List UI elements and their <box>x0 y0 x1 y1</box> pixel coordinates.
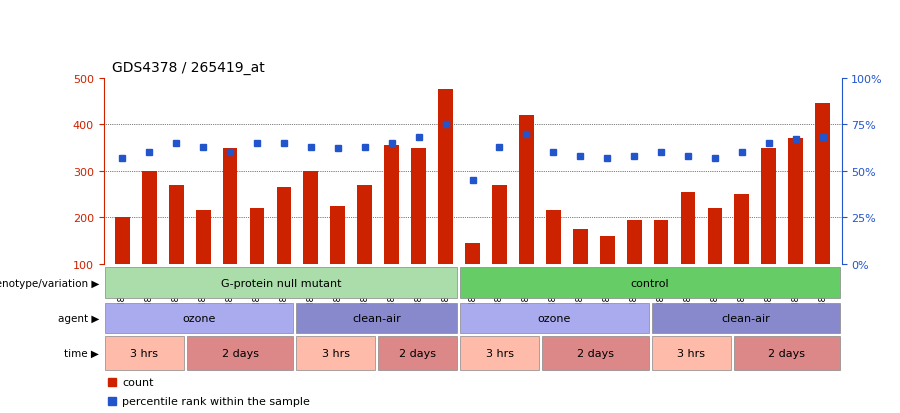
Text: count: count <box>122 377 153 387</box>
FancyBboxPatch shape <box>105 336 184 370</box>
Text: clean-air: clean-air <box>353 313 401 323</box>
FancyBboxPatch shape <box>105 268 457 298</box>
FancyBboxPatch shape <box>296 336 375 370</box>
Bar <box>411 148 426 264</box>
FancyBboxPatch shape <box>461 336 539 370</box>
FancyBboxPatch shape <box>461 303 649 333</box>
FancyBboxPatch shape <box>652 303 840 333</box>
FancyBboxPatch shape <box>187 336 293 370</box>
Bar <box>680 192 696 264</box>
Text: 3 hrs: 3 hrs <box>130 348 158 358</box>
Text: 2 days: 2 days <box>577 348 614 358</box>
Bar <box>115 218 130 264</box>
Text: 2 days: 2 days <box>221 348 258 358</box>
FancyBboxPatch shape <box>543 336 649 370</box>
Text: 3 hrs: 3 hrs <box>677 348 706 358</box>
Text: ozone: ozone <box>183 313 216 323</box>
Bar <box>465 243 480 264</box>
Bar <box>546 211 561 264</box>
Bar <box>815 104 830 264</box>
Text: genotype/variation ▶: genotype/variation ▶ <box>0 278 99 288</box>
Text: 3 hrs: 3 hrs <box>486 348 514 358</box>
Bar <box>196 211 211 264</box>
Text: GDS4378 / 265419_at: GDS4378 / 265419_at <box>112 60 266 74</box>
Text: control: control <box>631 278 670 288</box>
Bar <box>599 236 615 264</box>
Bar <box>734 195 750 264</box>
Bar <box>626 220 642 264</box>
Text: time ▶: time ▶ <box>64 348 99 358</box>
Text: ozone: ozone <box>538 313 572 323</box>
Text: agent ▶: agent ▶ <box>58 313 99 323</box>
Text: clean-air: clean-air <box>722 313 770 323</box>
Bar <box>222 148 238 264</box>
Bar <box>492 185 507 264</box>
Bar <box>438 90 453 264</box>
Bar <box>384 146 399 264</box>
Bar <box>572 230 588 264</box>
Bar <box>788 139 803 264</box>
Text: G-protein null mutant: G-protein null mutant <box>220 278 341 288</box>
FancyBboxPatch shape <box>379 336 457 370</box>
FancyBboxPatch shape <box>652 336 731 370</box>
Bar <box>276 188 292 264</box>
Bar <box>249 209 265 264</box>
FancyBboxPatch shape <box>296 303 457 333</box>
Bar <box>653 220 669 264</box>
FancyBboxPatch shape <box>734 336 840 370</box>
Bar <box>707 209 723 264</box>
FancyBboxPatch shape <box>461 268 840 298</box>
Text: 3 hrs: 3 hrs <box>322 348 350 358</box>
Bar <box>357 185 373 264</box>
Bar <box>303 171 319 264</box>
FancyBboxPatch shape <box>105 303 293 333</box>
Text: 2 days: 2 days <box>400 348 436 358</box>
Text: 2 days: 2 days <box>769 348 806 358</box>
Bar <box>519 116 534 264</box>
Bar <box>330 206 346 264</box>
Bar <box>142 171 157 264</box>
Bar <box>169 185 184 264</box>
Text: percentile rank within the sample: percentile rank within the sample <box>122 396 310 406</box>
Bar <box>761 148 776 264</box>
